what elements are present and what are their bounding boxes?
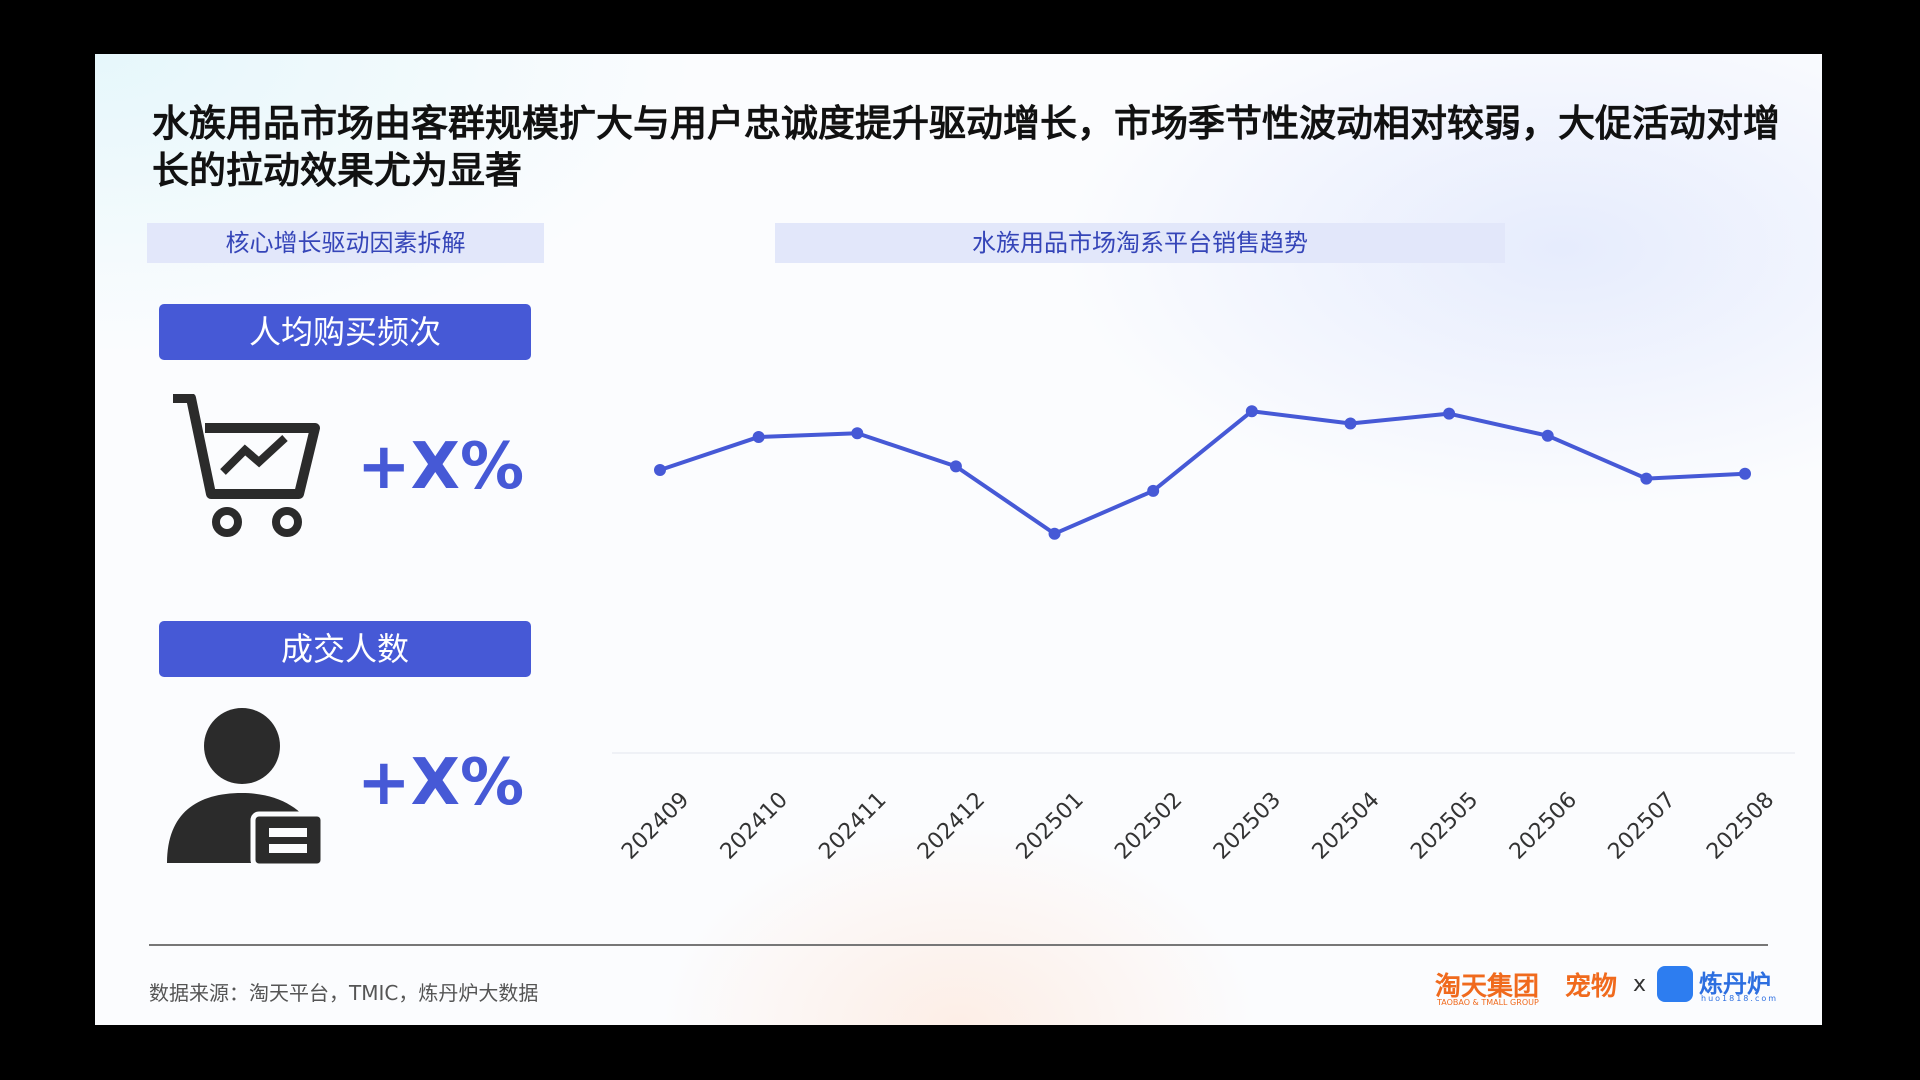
x-tick-label: 202410	[716, 788, 793, 865]
person-icon	[167, 708, 326, 868]
logo-text: 淘天集团	[1435, 972, 1540, 1002]
x-tick-label: 202507	[1604, 788, 1681, 865]
data-point	[1344, 417, 1357, 430]
x-tick-label: 202506	[1505, 788, 1582, 865]
logo-text: huo1818.com	[1701, 994, 1779, 1003]
x-tick-label: 202502	[1110, 788, 1187, 865]
left-heading: 核心增长驱动因素拆解	[147, 223, 544, 263]
x-tick-label: 202508	[1702, 788, 1779, 865]
data-point	[949, 460, 962, 473]
source-note: 数据来源：淘天平台，TMIC，炼丹炉大数据	[149, 981, 539, 1005]
data-point	[851, 427, 864, 440]
slide: 水族用品市场由客群规模扩大与用户忠诚度提升驱动增长，市场季节性波动相对较弱，大促…	[95, 54, 1822, 1025]
cart-icon	[173, 394, 320, 537]
data-point	[1443, 407, 1456, 420]
data-point	[1245, 405, 1258, 418]
x-tick-label: 202411	[814, 788, 891, 865]
series-line	[659, 409, 1746, 536]
driver-value: +X%	[357, 430, 525, 504]
data-point	[1541, 429, 1554, 442]
chart-title: 水族用品市场淘系平台销售趋势	[775, 223, 1505, 263]
x-tick-label: 202409	[617, 788, 694, 865]
data-point	[1640, 472, 1653, 485]
driver-label: 成交人数	[159, 621, 531, 677]
logo-text: 炼丹炉	[1699, 970, 1771, 998]
logo-text: 宠物	[1565, 972, 1618, 1002]
driver-label: 人均购买频次	[159, 304, 531, 360]
x-tick-label: 202504	[1308, 788, 1385, 865]
x-tick-label: 202412	[913, 788, 990, 865]
line-chart: 202409 202410 202411 202412 202501 202502 2025…	[612, 405, 1795, 865]
x-tick-label: 202505	[1406, 788, 1483, 865]
x-tick-label: 202503	[1209, 788, 1286, 865]
logo-text: x	[1633, 972, 1647, 997]
driver-value: +X%	[357, 746, 525, 820]
data-point	[752, 430, 765, 443]
logo-icon	[1657, 966, 1693, 1002]
data-point	[1147, 484, 1160, 497]
data-point	[1048, 527, 1061, 540]
data-point	[1739, 467, 1751, 480]
logo-text: TAOBAO & TMALL GROUP	[1437, 998, 1539, 1007]
x-tick-label: 202501	[1012, 788, 1089, 865]
footer-rule	[149, 944, 1768, 946]
data-point	[654, 464, 666, 477]
slide-title: 水族用品市场由客群规模扩大与用户忠诚度提升驱动增长，市场季节性波动相对较弱，大促…	[152, 102, 1780, 192]
